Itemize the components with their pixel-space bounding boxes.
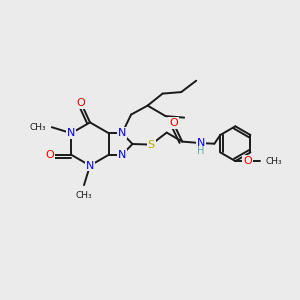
Text: N: N	[118, 150, 126, 160]
Text: H: H	[197, 146, 205, 157]
Text: O: O	[243, 156, 252, 166]
Text: CH₃: CH₃	[76, 190, 92, 200]
Text: O: O	[76, 98, 85, 108]
Text: O: O	[45, 150, 54, 160]
Text: CH₃: CH₃	[30, 123, 46, 132]
Text: O: O	[169, 118, 178, 128]
Text: N: N	[67, 128, 76, 138]
Text: N: N	[86, 160, 94, 171]
Text: N: N	[197, 138, 205, 148]
Text: S: S	[148, 140, 154, 150]
Text: CH₃: CH₃	[266, 157, 282, 166]
Text: N: N	[118, 128, 126, 138]
